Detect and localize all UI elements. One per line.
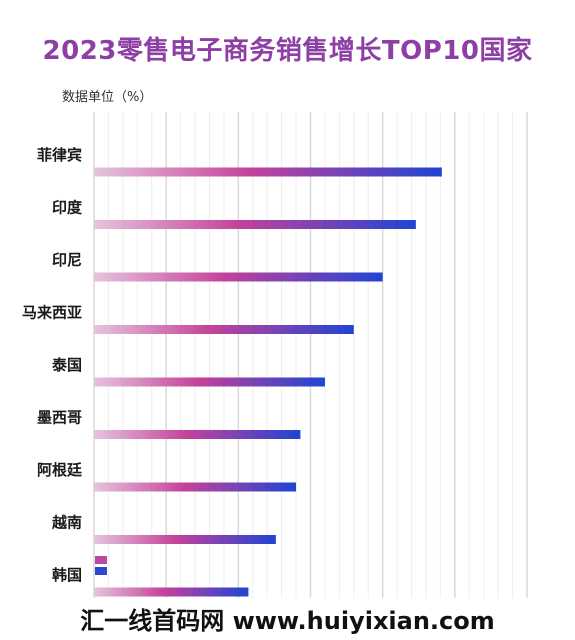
bar <box>94 430 301 439</box>
category-label: 韩国 <box>52 566 82 584</box>
bar <box>94 535 276 544</box>
bar <box>94 220 416 229</box>
category-label: 阿根廷 <box>37 461 83 479</box>
bar <box>94 587 249 597</box>
watermark-text: 汇一线首码网 www.huiyixian.com <box>0 603 575 640</box>
bars <box>94 167 442 597</box>
unit-label: 数据单位（%） <box>62 90 153 105</box>
legend <box>95 556 107 575</box>
category-label: 泰国 <box>51 356 82 374</box>
legend-swatch-a <box>95 556 107 564</box>
bar <box>94 377 325 387</box>
chart-title: 2023零售电子商务销售增长TOP10国家 <box>42 36 533 66</box>
category-label: 马来西亚 <box>22 304 82 322</box>
category-label: 越南 <box>51 514 82 532</box>
bar <box>94 325 354 334</box>
category-label: 墨西哥 <box>37 409 82 427</box>
category-label: 印尼 <box>52 251 82 269</box>
category-label: 菲律宾 <box>37 146 82 164</box>
bar <box>94 272 383 282</box>
legend-swatch-b <box>95 567 107 575</box>
category-label: 印度 <box>52 199 83 217</box>
grid-lines <box>93 112 528 598</box>
bar <box>94 167 442 177</box>
bar <box>94 482 297 492</box>
